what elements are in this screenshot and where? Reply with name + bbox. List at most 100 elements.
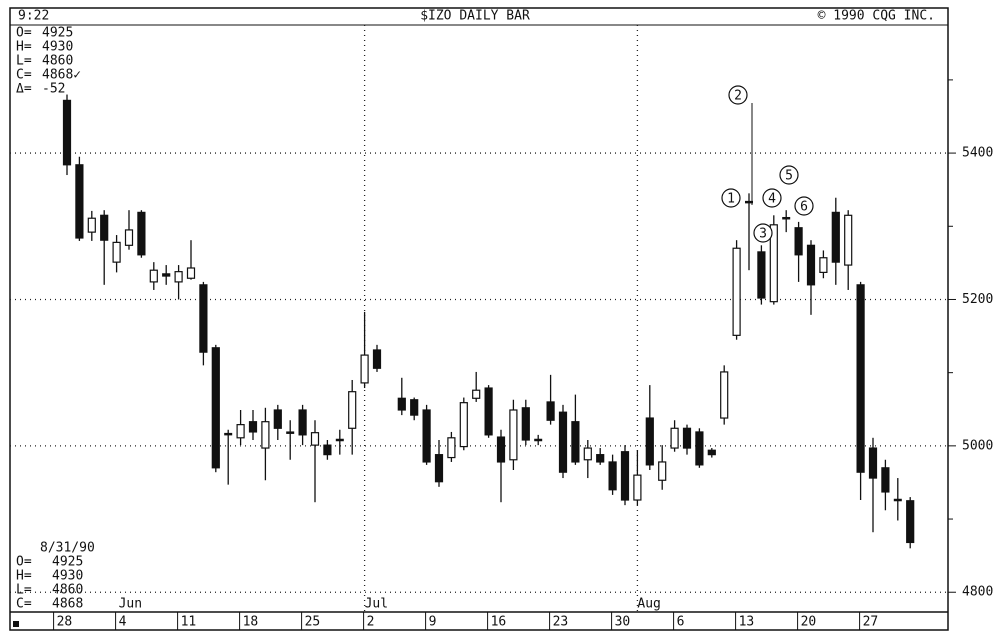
body — [323, 444, 332, 456]
body — [459, 402, 468, 448]
body — [186, 267, 196, 279]
body — [62, 99, 72, 166]
readout-label: C= — [16, 597, 32, 612]
body — [87, 217, 96, 233]
y-tick-label: 4800 — [962, 585, 993, 600]
body — [868, 447, 878, 479]
x-tick-label: 11 — [181, 615, 197, 630]
readout-date: 8/31/90 — [40, 541, 95, 556]
body — [844, 214, 853, 266]
body — [521, 407, 530, 441]
title: $IZO DAILY BAR — [420, 9, 530, 24]
body — [769, 224, 778, 303]
x-tick-label: 30 — [615, 615, 631, 630]
readout-value: -52 — [42, 82, 65, 97]
body — [261, 421, 270, 449]
body — [410, 399, 419, 416]
annotation-circle — [779, 165, 799, 185]
annotation-circle — [728, 85, 748, 105]
x-tick-label: 18 — [243, 615, 259, 630]
readout-value: 4930 — [42, 40, 73, 55]
annotation-circle — [762, 188, 782, 208]
readout-value: 4868✓ — [42, 68, 81, 83]
body — [162, 273, 171, 277]
body — [881, 467, 890, 493]
body — [248, 421, 258, 433]
body — [831, 211, 840, 263]
readout-value: 4925 — [42, 26, 73, 41]
body — [348, 391, 357, 429]
body — [100, 214, 109, 241]
x-tick-label: 13 — [739, 615, 755, 630]
body — [645, 417, 654, 466]
readout-value: 4868 — [52, 597, 83, 612]
x-tick-label: 6 — [677, 615, 685, 630]
readout-label: O= — [16, 26, 32, 41]
body — [372, 349, 382, 369]
annotation-circle — [753, 223, 773, 243]
x-tick-label: 25 — [305, 615, 321, 630]
body — [112, 241, 121, 263]
x-tick-label: 9 — [429, 615, 437, 630]
body — [484, 387, 493, 436]
readout-label: H= — [16, 569, 32, 584]
body — [310, 432, 320, 446]
body — [670, 427, 679, 449]
body — [509, 409, 518, 461]
readout-value: 4930 — [52, 569, 83, 584]
body — [546, 401, 555, 421]
annotation-circle — [794, 196, 814, 216]
body — [496, 436, 506, 463]
body — [658, 461, 667, 481]
x-tick-label: 27 — [863, 615, 879, 630]
body — [633, 474, 642, 501]
month-label: Jul — [365, 597, 388, 612]
body — [806, 244, 816, 286]
annotation-label: 6 — [800, 200, 808, 215]
body — [794, 227, 803, 256]
frame — [9, 7, 949, 631]
x-tick-label: 28 — [57, 615, 73, 630]
annotation-label: 2 — [734, 89, 742, 104]
readout-label: Δ= — [16, 82, 32, 97]
body — [273, 409, 282, 429]
body — [236, 424, 245, 439]
body — [211, 347, 220, 469]
x-tick-label: 16 — [491, 615, 507, 630]
body — [906, 500, 915, 544]
y-tick-label: 5000 — [962, 438, 993, 453]
body — [124, 229, 134, 246]
month-label: Jun — [119, 597, 142, 612]
readout-label: C= — [16, 68, 32, 83]
body — [707, 449, 716, 456]
body — [75, 164, 84, 239]
readout-label: H= — [16, 40, 32, 55]
x-tick-label: 2 — [367, 615, 375, 630]
body — [174, 271, 183, 283]
x-tick-label: 20 — [801, 615, 817, 630]
annotation-label: 1 — [727, 192, 735, 207]
annotation-label: 4 — [768, 192, 776, 207]
x-tick-label: 4 — [119, 615, 127, 630]
body — [422, 409, 431, 463]
readout-value: 4925 — [52, 555, 83, 570]
readout-value: 4860 — [52, 583, 83, 598]
body — [434, 454, 444, 483]
copyright: © 1990 CQG INC. — [818, 9, 935, 24]
body — [682, 427, 692, 449]
month-label: Aug — [637, 597, 660, 612]
body — [596, 454, 605, 463]
body — [757, 251, 766, 299]
time: 9:22 — [18, 9, 49, 24]
body — [720, 371, 729, 419]
body — [447, 437, 456, 459]
body — [571, 421, 580, 463]
body — [732, 247, 741, 336]
body — [856, 284, 865, 473]
y-tick-label: 5200 — [962, 292, 993, 307]
body — [819, 257, 828, 273]
annotation-circle — [721, 188, 741, 208]
annotation-label: 5 — [785, 169, 793, 184]
readout-value: 4860 — [42, 54, 73, 69]
body — [608, 461, 617, 491]
